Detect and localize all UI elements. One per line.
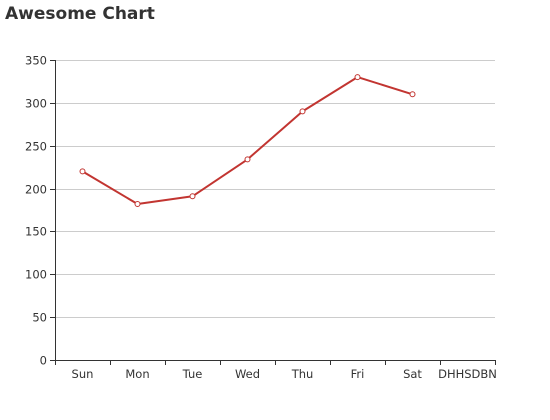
axes xyxy=(50,60,496,365)
grid-lines xyxy=(55,60,495,318)
data-point xyxy=(354,74,361,81)
chart-title: Awesome Chart xyxy=(5,4,155,24)
x-tick-label: Sun xyxy=(72,367,94,381)
series-line xyxy=(81,76,413,205)
data-point xyxy=(244,156,251,163)
y-tick-label: 200 xyxy=(25,183,47,197)
y-tick-label: 0 xyxy=(40,354,47,368)
data-point xyxy=(409,91,416,98)
y-tick-label: 100 xyxy=(25,268,47,282)
x-tick-label: Wed xyxy=(235,367,260,381)
x-tick-label: Tue xyxy=(182,367,203,381)
x-tick-label: DHHSDBN xyxy=(438,367,497,381)
series-layer xyxy=(79,74,416,207)
data-point xyxy=(189,193,196,200)
data-point xyxy=(79,168,86,175)
data-point xyxy=(134,201,141,207)
x-tick-label: Thu xyxy=(291,367,314,381)
y-tick-label: 150 xyxy=(25,225,47,239)
y-tick-label: 350 xyxy=(25,54,47,68)
y-tick-label: 50 xyxy=(32,311,47,325)
x-tick-label: Mon xyxy=(125,367,149,381)
y-tick-label: 300 xyxy=(25,97,47,111)
y-tick-label: 250 xyxy=(25,140,47,154)
x-tick-label: Sat xyxy=(403,367,422,381)
tick-labels: 0 50 100 150 200 250 300 350 Sun Mon Tue Wed Thu Fri S… xyxy=(25,54,497,382)
data-point xyxy=(299,108,306,115)
x-tick-label: Fri xyxy=(351,367,365,381)
